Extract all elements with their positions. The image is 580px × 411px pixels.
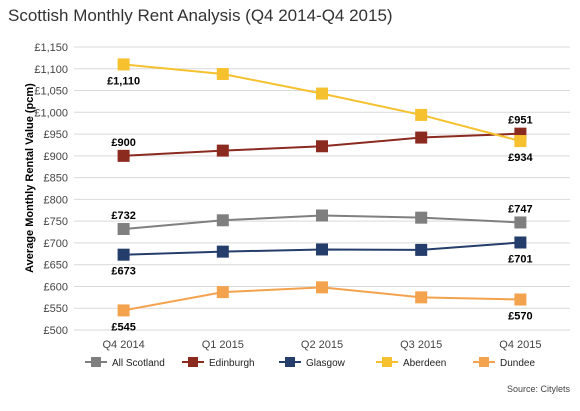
legend: All Scotland Edinburgh Glasgow Aberdeen Dund… (85, 357, 535, 369)
data-label-aberdeen: £1,110 (107, 75, 140, 87)
legend-marker-glasgow (285, 357, 295, 367)
source-note: Source: Citylets (506, 384, 570, 394)
marker-edinburgh (415, 131, 428, 144)
legend-label-dundee: Dundee (500, 358, 535, 369)
y-axis-ticks: £500 £550 £600 £650 £700 £750 £800 £850 £900 £950… (34, 42, 68, 337)
y-tick-label: £800 (44, 194, 68, 206)
data-label-edinburgh: £951 (508, 115, 532, 127)
y-tick-label: £850 (44, 173, 68, 185)
marker-all-scotland (415, 211, 428, 224)
marker-all-scotland (216, 214, 229, 227)
legend-marker-all-scotland (91, 357, 101, 367)
marker-dundee (514, 293, 527, 306)
y-tick-label: £900 (44, 151, 68, 163)
y-tick-label: £1,150 (34, 42, 68, 54)
data-label-all-scotland: £732 (111, 210, 135, 222)
series-line-aberdeen (123, 63, 521, 143)
marker-all-scotland (316, 209, 328, 222)
marker-glasgow (117, 248, 130, 261)
y-tick-label: £500 (44, 325, 68, 337)
chart-title: Scottish Monthly Rent Analysis (Q4 2014-… (8, 6, 393, 25)
marker-glasgow (415, 243, 428, 256)
marker-glasgow (316, 243, 328, 256)
series-markers (117, 58, 527, 317)
data-label-all-scotland: £747 (508, 203, 532, 215)
data-label-aberdeen: £934 (508, 152, 533, 164)
y-tick-label: £1,050 (34, 86, 68, 98)
marker-glasgow (216, 245, 229, 258)
marker-glasgow (514, 236, 527, 249)
y-tick-label: £750 (44, 216, 68, 228)
marker-aberdeen (117, 58, 130, 71)
y-tick-label: £650 (44, 260, 68, 272)
legend-label-all-scotland: All Scotland (112, 358, 165, 369)
marker-dundee (117, 304, 130, 317)
marker-edinburgh (117, 149, 130, 162)
legend-marker-edinburgh (188, 357, 198, 367)
y-tick-label: £550 (44, 303, 68, 315)
marker-edinburgh (216, 144, 229, 157)
marker-dundee (415, 291, 428, 304)
data-label-edinburgh: £900 (111, 137, 135, 149)
data-label-glasgow: £673 (111, 266, 135, 278)
legend-marker-dundee (479, 357, 489, 367)
data-labels: £732 £747 £900 £951 £673 £701 £1,110 £934 £545 £5… (107, 75, 533, 333)
marker-dundee (316, 281, 328, 294)
legend-marker-aberdeen (382, 357, 392, 367)
y-tick-label: £1,000 (34, 107, 68, 119)
marker-aberdeen (216, 67, 229, 80)
marker-dundee (216, 286, 229, 299)
y-tick-label: £950 (44, 129, 68, 141)
x-axis-ticks: Q4 2014 Q1 2015 Q2 2015 Q3 2015 Q4 2015 (102, 339, 541, 351)
data-label-dundee: £570 (508, 311, 532, 323)
legend-label-edinburgh: Edinburgh (209, 358, 255, 369)
legend-label-aberdeen: Aberdeen (403, 358, 446, 369)
data-label-dundee: £545 (111, 321, 135, 333)
marker-aberdeen (415, 108, 428, 121)
series-lines (123, 63, 521, 312)
x-tick-label: Q3 2015 (400, 339, 442, 351)
y-tick-label: £1,100 (34, 64, 68, 76)
data-label-glasgow: £701 (508, 253, 532, 265)
x-tick-label: Q4 2014 (102, 339, 144, 351)
x-tick-label: Q4 2015 (499, 339, 541, 351)
marker-all-scotland (117, 222, 130, 235)
legend-label-glasgow: Glasgow (306, 358, 346, 369)
y-tick-label: £700 (44, 238, 68, 250)
marker-all-scotland (514, 216, 527, 229)
x-tick-label: Q1 2015 (202, 339, 244, 351)
x-tick-label: Q2 2015 (301, 339, 343, 351)
marker-aberdeen (514, 135, 527, 148)
marker-aberdeen (316, 87, 328, 100)
y-tick-label: £600 (44, 281, 68, 293)
marker-edinburgh (316, 140, 328, 153)
